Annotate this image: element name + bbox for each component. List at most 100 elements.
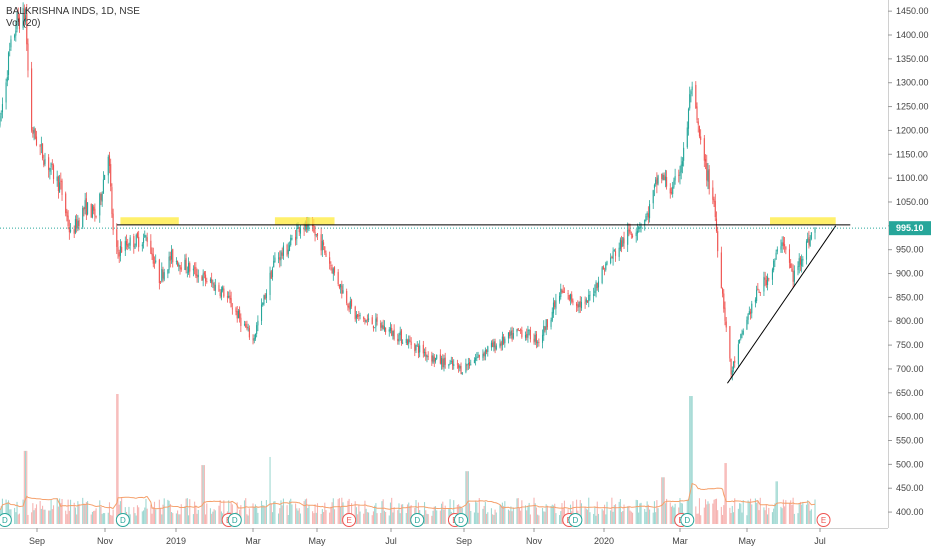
volume-bar — [585, 508, 587, 524]
volume-bar — [102, 513, 104, 524]
candle — [201, 275, 203, 281]
candle-body — [351, 299, 353, 307]
candle-body — [178, 263, 180, 267]
candle-body — [441, 358, 443, 365]
candle-body — [121, 247, 123, 253]
volume-bar — [448, 508, 450, 524]
volume-bar — [512, 507, 514, 524]
volume-bar — [388, 515, 390, 524]
candle-body — [279, 257, 281, 261]
candle-body — [478, 354, 480, 358]
volume-bar — [269, 456, 271, 524]
candle — [209, 277, 211, 284]
event-marker-dividend[interactable]: D — [227, 513, 242, 527]
candle — [737, 339, 739, 367]
candle-body — [545, 319, 547, 330]
volume-bar — [630, 511, 632, 524]
volume-bar — [389, 502, 392, 524]
candle-body — [687, 109, 690, 129]
candle — [43, 154, 45, 168]
candle-body — [286, 244, 288, 256]
volume-bar — [559, 515, 561, 524]
time-axis[interactable]: Sep Nov 2019 Mar May Jul Sep Nov 2020 Mar May Jul — [29, 528, 826, 546]
volume-bar — [138, 507, 140, 524]
candle-body — [723, 293, 725, 309]
candle-body — [278, 257, 280, 259]
candle-body — [729, 326, 731, 359]
candle — [237, 309, 239, 319]
event-marker-dividend[interactable]: D — [568, 513, 583, 527]
event-marker-dividend[interactable]: D — [454, 513, 469, 527]
candle — [501, 331, 503, 351]
volume-bar — [365, 508, 367, 524]
event-marker-dividend[interactable]: D — [680, 513, 695, 527]
candle — [611, 255, 613, 259]
candle-body — [324, 246, 326, 253]
event-marker-earnings[interactable]: E — [342, 513, 357, 527]
volume-bar — [434, 506, 437, 524]
volume-bar — [765, 504, 767, 524]
candle-body — [724, 307, 726, 321]
event-marker-dividend[interactable]: D — [0, 513, 12, 527]
volume-bar — [767, 514, 769, 524]
volume-bar — [628, 505, 630, 524]
candle-body — [482, 353, 484, 358]
candle — [708, 165, 710, 195]
volume-bar — [537, 514, 539, 524]
volume-bar — [278, 513, 280, 524]
volume-bar — [410, 505, 412, 524]
candle-body — [732, 361, 735, 370]
volume-bar — [357, 514, 359, 524]
volume-bar — [487, 512, 489, 524]
volume-bar — [141, 511, 143, 524]
volume-bar — [152, 507, 154, 524]
event-marker-earnings[interactable]: E — [816, 513, 831, 527]
candle — [211, 272, 213, 288]
volume-bar — [602, 510, 604, 524]
candle-body — [7, 52, 10, 75]
candle — [282, 242, 284, 260]
candle — [768, 277, 770, 282]
event-marker-dividend[interactable]: D — [410, 513, 425, 527]
candle — [576, 301, 578, 312]
volume-bar — [194, 501, 196, 524]
symbol-title: BALKRISHNA INDS, 1D, NSE — [6, 6, 140, 17]
volume-bar — [274, 501, 276, 524]
candle-body — [809, 238, 811, 246]
candle — [121, 241, 123, 254]
event-marker-dividend[interactable]: D — [115, 513, 130, 527]
price-tick-label: 1100.00 — [896, 173, 928, 183]
candle-body — [605, 263, 607, 270]
volume-bar — [808, 503, 810, 524]
last-price-badge — [889, 221, 931, 236]
candle — [425, 346, 427, 361]
candle — [332, 267, 334, 281]
candle-body — [381, 325, 383, 328]
candle — [486, 349, 488, 355]
candle — [348, 302, 350, 313]
candle-body — [57, 176, 59, 191]
volume-bar — [725, 463, 727, 524]
time-tick-label: 2019 — [166, 536, 186, 546]
volume-bar — [399, 513, 401, 524]
volume-bar — [82, 497, 84, 524]
candle — [774, 258, 776, 267]
candle-body — [6, 77, 8, 82]
candle — [630, 231, 632, 239]
volume-bar — [236, 502, 238, 524]
candle — [94, 203, 96, 222]
volume-bar — [597, 513, 600, 524]
candle — [466, 364, 468, 371]
candle-body — [674, 176, 676, 181]
volume-bar — [740, 503, 742, 524]
candle — [67, 210, 69, 230]
volume-bar — [595, 515, 597, 524]
volume-bar — [119, 501, 121, 524]
candle-body — [405, 339, 407, 343]
candle — [61, 178, 63, 201]
volume-bar — [465, 471, 467, 524]
volume-bar — [739, 503, 741, 524]
candle-body — [138, 236, 140, 248]
event-marker-circle — [0, 513, 12, 527]
